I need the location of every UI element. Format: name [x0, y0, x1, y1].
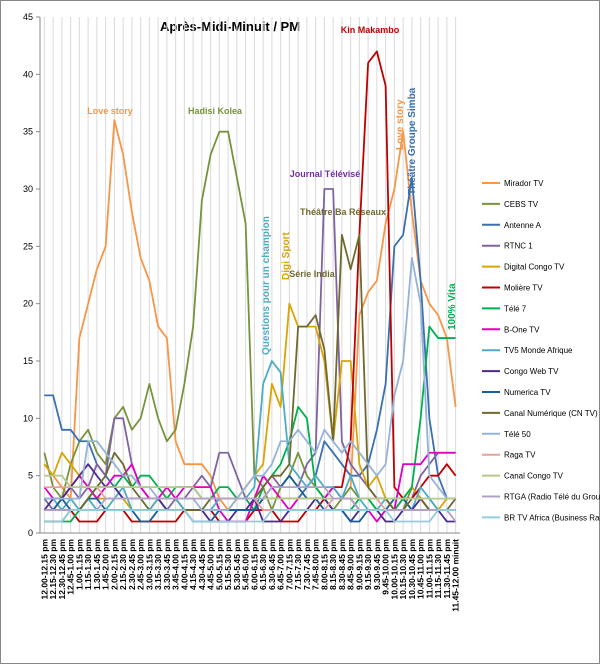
x-tick-label: 6.15-6.30 pm	[258, 539, 268, 590]
x-tick-label: 8.45-9.00 pm	[346, 539, 356, 590]
x-tick-label: 4.15-4.30 pm	[188, 539, 198, 590]
x-tick-label: 12.00-12.15 pm	[39, 539, 49, 600]
y-tick-label: 30	[23, 184, 33, 194]
y-tick-label: 25	[23, 241, 33, 251]
legend-label: B-One TV	[504, 325, 540, 334]
x-tick-label: 10.00-10.15 pm	[389, 539, 399, 600]
x-tick-label: 7.30-7.45 pm	[302, 539, 312, 590]
x-tick-label: 3.30-3.45 pm	[162, 539, 172, 590]
x-tick-label: 2.30-2.45 pm	[127, 539, 137, 590]
series-line	[44, 509, 456, 523]
x-tick-label: 1.45-2.00 pm	[101, 539, 111, 590]
legend-label: BR TV Africa (Business Radio TV)	[504, 513, 600, 522]
series-line	[44, 256, 456, 511]
x-tick-label: 9.45-10.00 pm	[381, 539, 391, 595]
series-line	[44, 486, 457, 523]
x-tick-label: 11.00-11.15 pm	[424, 539, 434, 599]
y-tick-label: 15	[23, 356, 33, 366]
legend-label: Molière TV	[504, 284, 543, 293]
chart-title: Après-Midi-Minuit / PM	[160, 19, 300, 34]
annotation: Journal Télévisé	[290, 169, 361, 179]
legend-label: Canal Numérique (CN TV)	[504, 409, 598, 418]
x-tick-label: 3.45-4.00 pm	[171, 539, 181, 590]
annotation: Kin Makambo	[341, 25, 400, 35]
legend-label: RTNC 1	[504, 242, 533, 251]
legend-label: CEBS TV	[504, 200, 539, 209]
x-tick-label: 7.15-7.30 pm	[293, 539, 303, 590]
x-tick-label: 1.00-1.15 pm	[74, 539, 84, 590]
x-tick-label: 6.30-6.45 pm	[267, 539, 277, 590]
x-tick-label: 4.00-4.15 pm	[179, 539, 189, 590]
x-tick-label: 4.30-4.45 pm	[197, 539, 207, 590]
x-tick-label: 5.30-5.45 pm	[232, 539, 242, 590]
annotation: 100% Vita	[447, 283, 458, 330]
x-tick-label: 8.00-8.15 pm	[319, 539, 329, 590]
x-tick-label: 10.45-11.00 pm	[416, 539, 426, 599]
x-tick-label: 2.45-3.00 pm	[136, 539, 146, 590]
x-tick-label: 5.00-5.15 pm	[214, 539, 224, 590]
x-tick-label: 7.00-7.15 pm	[284, 539, 294, 590]
x-tick-label: 8.15-8.30 pm	[328, 539, 338, 590]
x-tick-label: 11.30-11.45 pm	[442, 539, 452, 599]
legend-label: Digital Congo TV	[504, 263, 565, 272]
x-tick-label: 4.45-5.00 pm	[206, 539, 216, 590]
x-tick-label: 1.30-1.45 pm	[92, 539, 102, 590]
legend-label: Télé 50	[504, 430, 531, 439]
legend-label: Numerica TV	[504, 388, 551, 397]
annotation: Série India	[289, 269, 336, 279]
y-tick-label: 0	[28, 528, 33, 538]
x-tick-label: 12.45-1.00 pm	[66, 539, 76, 595]
x-tick-label: 2.00-2.15 pm	[109, 539, 119, 590]
y-tick-label: 35	[23, 127, 33, 137]
y-tick-label: 5	[28, 471, 33, 481]
legend-label: RTGA (Radio Télé du Groupe l'Avenir)	[504, 493, 600, 502]
legend-label: Mirador TV	[504, 179, 544, 188]
x-tick-label: 1.15-1.30 pm	[83, 539, 93, 590]
x-tick-label: 3.00-3.15 pm	[144, 539, 154, 590]
y-tick-label: 40	[23, 69, 33, 79]
annotation: Digi Sport	[281, 232, 292, 280]
y-tick-label: 10	[23, 413, 33, 423]
x-tick-label: 6.45-7.00 pm	[276, 539, 286, 590]
x-tick-label: 8.30-8.45 pm	[337, 539, 347, 590]
x-tick-label: 9.30-9.45 pm	[372, 539, 382, 590]
y-tick-label: 20	[23, 299, 33, 309]
annotation: Théâtre Ba Réseaux	[300, 207, 386, 217]
x-tick-label: 3.15-3.30 pm	[153, 539, 163, 590]
annotation: Questions pour un champion	[261, 216, 272, 355]
annotation: Love story	[87, 106, 133, 116]
annotation: Love story	[395, 99, 406, 150]
annotation: Théâtre Groupe Simba	[407, 87, 418, 195]
x-tick-label: 10.30-10.45 pm	[407, 539, 417, 600]
x-tick-label: 9.00-9.15 pm	[354, 539, 364, 590]
x-tick-label: 6.00-6.15 pm	[249, 539, 259, 590]
legend-label: Antenne A	[504, 221, 542, 230]
x-tick-label: 7.45-8.00 pm	[311, 539, 321, 590]
x-tick-label: 11.45-12.00 minuit	[451, 539, 461, 612]
y-tick-label: 45	[23, 12, 33, 22]
annotation: Hadisi Kolea	[188, 106, 243, 116]
legend-label: Télé 7	[504, 304, 527, 313]
legend-label: Congo Web TV	[504, 367, 559, 376]
x-tick-label: 11.15-11.30 pm	[433, 539, 443, 599]
x-tick-label: 5.15-5.30 pm	[223, 539, 233, 590]
legend-label: Canal Congo TV	[504, 472, 564, 481]
legend-label: Raga TV	[504, 451, 536, 460]
x-tick-label: 12.30-12.45 pm	[57, 539, 67, 600]
legend-label: TV5 Monde Afrique	[504, 346, 573, 355]
x-tick-label: 12.15-12.30 pm	[48, 539, 58, 600]
x-tick-label: 2.15-2.30 pm	[118, 539, 128, 590]
x-tick-label: 5.45-6.00 pm	[241, 539, 251, 590]
x-tick-label: 9.15-9.30 pm	[363, 539, 373, 590]
x-tick-label: 10.15-10.30 pm	[398, 539, 408, 600]
